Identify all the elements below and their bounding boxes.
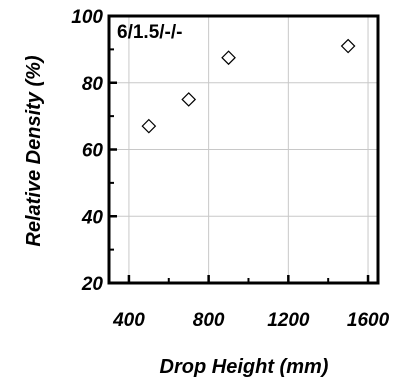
data-point <box>340 38 356 54</box>
points-layer <box>141 38 356 134</box>
annotation-label: 6/1.5/-/- <box>117 22 182 43</box>
y-tick-label: 80 <box>82 74 104 95</box>
y-tick-label: 40 <box>81 207 104 228</box>
grid-layer <box>109 16 378 283</box>
y-tick-label: 100 <box>71 7 103 28</box>
data-point <box>141 118 157 134</box>
data-point <box>181 92 197 107</box>
y-axis-title: Relative Density (%) <box>23 55 45 247</box>
plot-frame <box>107 14 380 285</box>
labels-layer: 400 800 1200 1600 20 40 60 80 100 <box>71 7 389 331</box>
x-tick-label: 1600 <box>347 310 390 331</box>
data-point <box>221 50 236 66</box>
x-axis-title: Drop Height (mm) <box>160 356 329 378</box>
y-tick-label: 20 <box>81 274 104 295</box>
y-tick-label: 60 <box>82 141 104 162</box>
x-tick-label: 800 <box>193 310 225 331</box>
x-tick-label: 400 <box>112 310 145 331</box>
x-tick-label: 1200 <box>267 310 310 331</box>
